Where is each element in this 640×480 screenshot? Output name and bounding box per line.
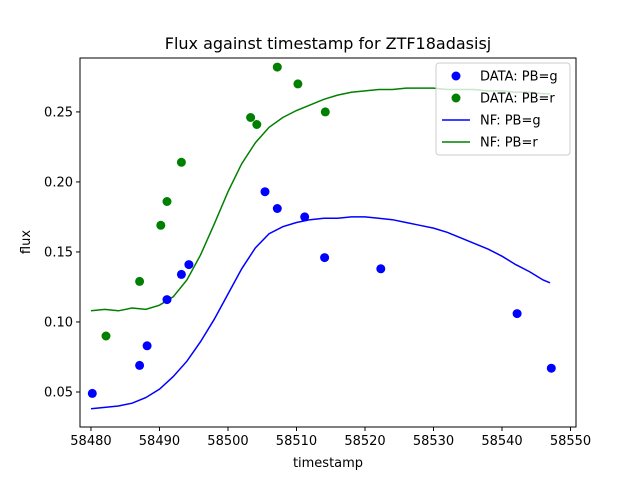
data-point-data-pb-r [272, 62, 282, 72]
x-axis: 58480 58490 58500 58510 58520 58530 58540 58550 [70, 427, 591, 449]
x-tick-label: 58520 [344, 434, 385, 449]
data-point-data-pb-g [184, 260, 194, 270]
x-tick-label: 58490 [139, 434, 180, 449]
y-tick-label: 0.15 [44, 245, 73, 260]
legend-label: DATA: PB=r [480, 92, 555, 107]
legend-box [435, 62, 571, 156]
data-point-data-pb-g [135, 360, 145, 370]
x-tick-label: 58550 [550, 434, 591, 449]
points-layer [87, 62, 556, 398]
x-tick-label: 58530 [413, 434, 454, 449]
data-point-data-pb-r [156, 220, 166, 230]
series-line-nf-pb-g [90, 216, 551, 410]
data-point-data-pb-r [176, 157, 186, 167]
data-point-data-pb-r [135, 276, 145, 286]
y-axis: 0.05 0.10 0.15 0.20 0.25 [44, 105, 80, 400]
plot-frame [79, 57, 577, 428]
data-point-data-pb-g [320, 253, 330, 263]
data-point-data-pb-g [546, 363, 556, 373]
legend-marker [451, 71, 461, 81]
data-point-data-pb-g [300, 212, 310, 222]
data-point-data-pb-r [320, 107, 330, 117]
data-point-data-pb-r [246, 113, 256, 122]
data-point-data-pb-r [101, 331, 111, 341]
x-tick-label: 58540 [481, 434, 522, 449]
y-tick-label: 0.10 [44, 315, 73, 330]
legend-label: NF: PB=r [480, 136, 538, 151]
data-point-data-pb-g [142, 341, 152, 351]
x-tick-label: 58500 [207, 434, 248, 449]
data-point-data-pb-r [252, 120, 262, 129]
legend-label: DATA: PB=g [480, 70, 558, 85]
y-axis-label: flux [19, 230, 34, 254]
data-point-data-pb-g [260, 187, 270, 197]
data-point-data-pb-g [176, 269, 186, 279]
x-tick-label: 58480 [70, 434, 111, 449]
x-axis-label: timestamp [293, 456, 363, 471]
data-point-data-pb-r [293, 79, 303, 89]
data-point-data-pb-r [162, 197, 172, 206]
y-tick-label: 0.20 [44, 175, 73, 190]
y-tick-label: 0.25 [44, 105, 73, 120]
x-tick-label: 58510 [276, 434, 317, 449]
legend-marker [451, 93, 461, 103]
legend-label: NF: PB=g [480, 114, 541, 129]
data-point-data-pb-g [162, 295, 172, 305]
chart-title: Flux against timestamp for ZTF18adasisj [165, 34, 492, 53]
data-point-data-pb-g [512, 309, 522, 319]
data-point-data-pb-g [87, 388, 97, 398]
legend: DATA: PB=g DATA: PB=r NF: PB=g NF: PB=r [435, 62, 571, 156]
data-point-data-pb-g [376, 264, 386, 274]
y-tick-label: 0.05 [44, 385, 73, 400]
data-point-data-pb-g [272, 204, 282, 213]
